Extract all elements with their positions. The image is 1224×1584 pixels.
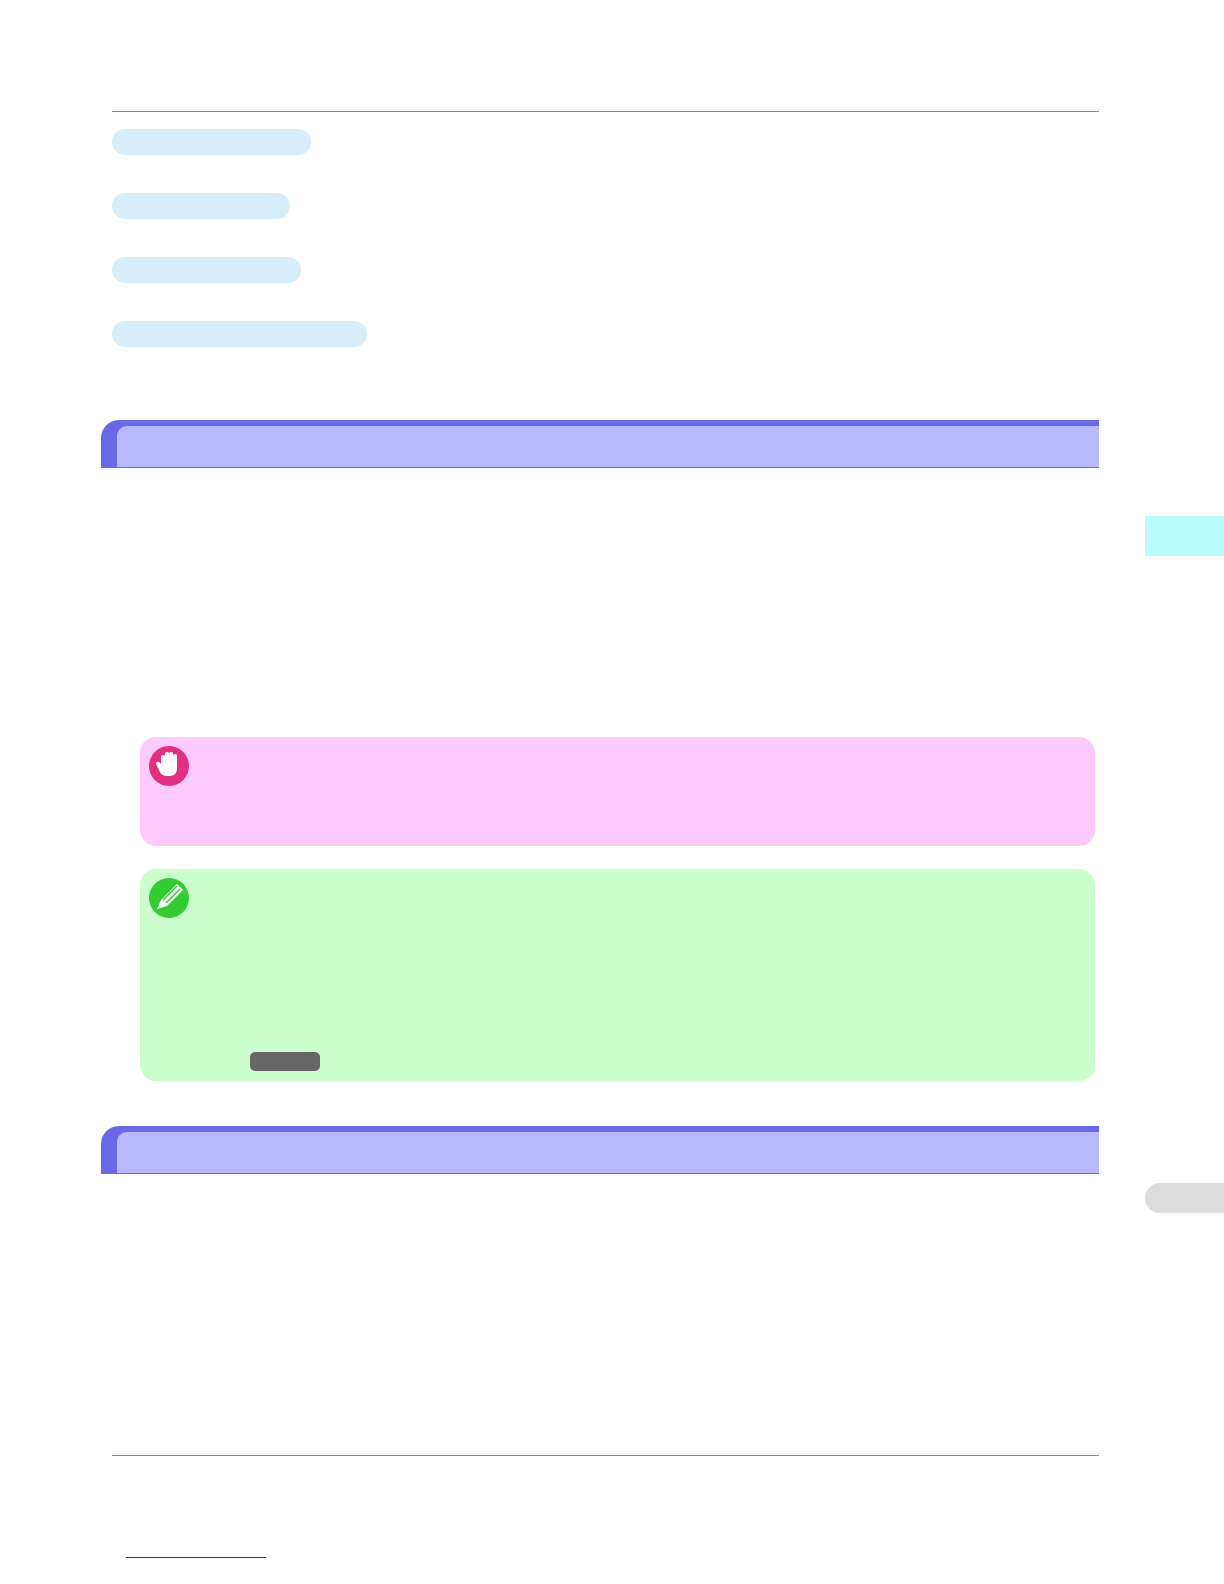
important-box [140,737,1095,846]
note-box [140,869,1095,1081]
topic-link-1[interactable] [112,129,311,155]
section-header-2 [101,1126,1099,1174]
footer-link-underline[interactable] [126,1557,266,1558]
chapter-tab-index[interactable] [1145,1183,1224,1213]
header-rule [112,111,1099,112]
chapter-tab-active[interactable] [1145,516,1224,556]
pencil-icon [147,876,191,920]
button-graphic [250,1052,320,1071]
footer-rule [112,1455,1099,1456]
topic-link-4[interactable] [112,321,367,347]
topic-link-2[interactable] [112,193,290,219]
hand-stop-icon [147,744,191,788]
topic-link-3[interactable] [112,257,301,283]
section-header-1 [101,420,1099,468]
